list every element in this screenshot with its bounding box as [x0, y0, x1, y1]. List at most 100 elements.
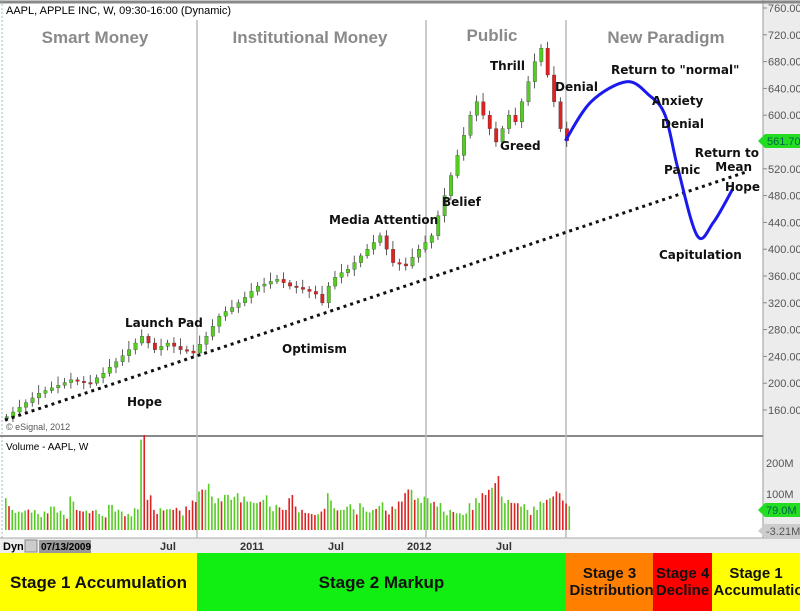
volume-bar	[471, 509, 474, 530]
candle	[198, 344, 202, 354]
volume-bar	[156, 513, 158, 530]
volume-bar	[317, 514, 319, 530]
volume-bar	[436, 506, 439, 530]
candle	[436, 215, 441, 236]
candle	[532, 61, 537, 82]
volume-bar	[475, 498, 477, 530]
volume-bar	[69, 496, 71, 530]
volume-bar	[407, 489, 410, 530]
y-tick-label: 400.00	[768, 244, 800, 256]
annotation-hope: Hope	[127, 395, 162, 409]
y-tick-label: 520.00	[768, 164, 800, 176]
volume-bar	[5, 498, 7, 530]
volume-bar	[75, 509, 78, 530]
volume-bar	[291, 494, 294, 530]
volume-bar	[430, 503, 432, 530]
volume-bar	[272, 511, 274, 530]
volume-bar	[355, 514, 358, 530]
candle	[88, 382, 93, 385]
volume-bar	[166, 509, 168, 530]
volume-bar	[513, 503, 516, 530]
candle	[487, 115, 492, 129]
volume-bar	[362, 507, 364, 530]
candle	[307, 289, 312, 292]
volume-bar	[549, 498, 551, 530]
volume-bar	[381, 502, 384, 530]
candle	[442, 195, 447, 216]
volume-bar	[262, 499, 265, 530]
volume-bar	[62, 514, 65, 530]
volume-bar	[8, 506, 10, 530]
candle	[326, 285, 331, 303]
volume-bar	[33, 509, 36, 530]
candle	[410, 257, 415, 267]
volume-bar	[346, 506, 348, 530]
volume-bar	[359, 503, 361, 530]
volume-bar	[204, 489, 207, 530]
volume-bar	[558, 493, 561, 530]
volume-min-badge: -3.21M	[758, 524, 800, 538]
volume-bar	[21, 512, 23, 530]
candle	[371, 242, 376, 250]
volume-bar	[542, 502, 545, 530]
start-date-box[interactable]	[39, 540, 91, 553]
volume-bar	[56, 512, 59, 530]
volume-bar	[520, 506, 522, 530]
volume-bar	[529, 514, 532, 530]
last-price-value: 561.70	[767, 136, 800, 148]
volume-bar	[526, 509, 529, 530]
volume-bar	[281, 509, 284, 530]
volume-bar	[336, 510, 339, 530]
y-tick-label: 480.00	[768, 191, 800, 203]
candle	[75, 379, 80, 382]
candle	[230, 307, 235, 312]
volume-bar	[339, 509, 342, 530]
date-tick-2011: 2011	[240, 541, 264, 553]
candle	[558, 101, 563, 129]
annotation-greed: Greed	[500, 139, 541, 153]
volume-bar	[278, 507, 281, 530]
candle	[172, 342, 177, 347]
volume-bar	[327, 493, 329, 530]
y-tick-label: 240.00	[768, 351, 800, 363]
volume-bar	[494, 483, 497, 530]
annotation-optimism: Optimism	[282, 342, 347, 356]
volume-bar	[455, 513, 458, 530]
candle	[455, 155, 460, 176]
volume-bar	[182, 515, 184, 530]
volume-bar	[491, 487, 493, 530]
candle	[120, 355, 125, 362]
phase-public: Public	[466, 26, 517, 45]
candle	[320, 293, 325, 303]
candle	[526, 81, 531, 102]
candle	[462, 135, 466, 156]
volume-bar	[172, 509, 175, 530]
candle	[204, 336, 209, 345]
stage-1-accumulation-2: Stage 1 Accumulation	[712, 553, 800, 611]
candle	[397, 262, 402, 265]
volume-bar	[223, 494, 226, 530]
candle	[249, 291, 254, 298]
volume-tick-200m: 200M	[766, 458, 794, 470]
volume-bar	[288, 498, 290, 530]
volume-bar	[140, 439, 142, 530]
candle	[107, 366, 112, 374]
y-tick-label: 680.00	[768, 57, 800, 69]
lock-icon[interactable]	[24, 539, 38, 553]
date-axis	[0, 538, 800, 553]
volume-bar	[314, 514, 316, 530]
volume-bar	[14, 512, 17, 530]
candle	[513, 115, 518, 123]
volume-bar	[162, 510, 165, 530]
candle	[236, 302, 241, 308]
volume-bar	[175, 507, 178, 530]
volume-bar	[265, 495, 268, 530]
candle	[384, 235, 389, 250]
dyn-label[interactable]: Dyn	[3, 541, 24, 553]
volume-bar	[391, 506, 393, 530]
volume-bar	[349, 504, 352, 530]
volume-bar	[46, 513, 49, 530]
volume-bar	[146, 499, 149, 530]
candle	[140, 336, 144, 344]
candle	[178, 346, 183, 350]
